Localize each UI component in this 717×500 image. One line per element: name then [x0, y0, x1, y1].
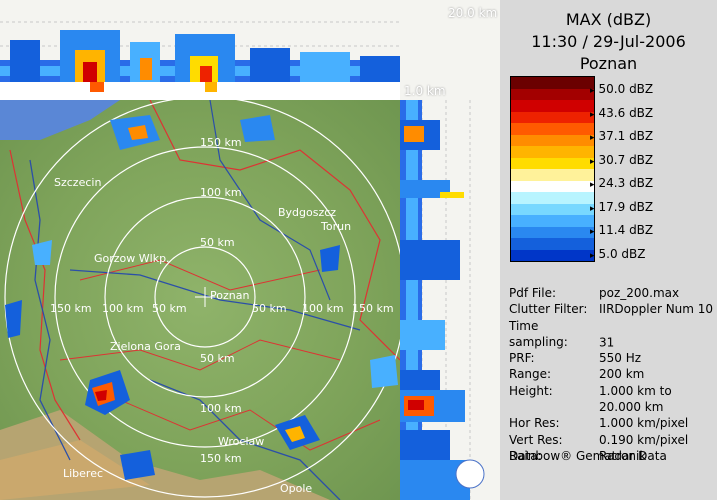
- ring-label-50-top: 50 km: [200, 236, 235, 249]
- legend-swatch: [511, 180, 594, 192]
- legend-swatch: [511, 134, 594, 146]
- city-label-wroclaw: Wroclaw: [218, 435, 265, 448]
- city-label-zielona-gora: Zielona Gora: [110, 340, 181, 353]
- legend-swatch: [511, 146, 594, 158]
- legend-label: 5.0 dBZ: [590, 247, 646, 261]
- legend-label: 24.3 dBZ: [590, 176, 654, 190]
- info-key: Clutter Filter:: [509, 302, 588, 317]
- legend-label: 37.1 dBZ: [590, 129, 654, 143]
- legend-swatch: [511, 77, 594, 89]
- info-key: PRF:: [509, 351, 535, 366]
- info-value: 1.000 km/pixel: [599, 416, 689, 431]
- legend-label: 50.0 dBZ: [590, 82, 654, 96]
- info-key: Range:: [509, 367, 552, 382]
- vendor-label: Rainbow® Gematronik: [509, 449, 647, 463]
- ring-label-100-right: 100 km: [302, 302, 344, 315]
- city-label-szczecin: Szczecin: [54, 176, 102, 189]
- top-cross-section: [0, 0, 400, 100]
- ring-label-100-bottom: 100 km: [200, 402, 242, 415]
- info-row: Clutter Filter: IIRDoppler Num 10: [509, 301, 713, 317]
- ring-label-50-left: 50 km: [152, 302, 187, 315]
- legend-label: 17.9 dBZ: [590, 200, 654, 214]
- datetime: 11:30 / 29-Jul-2006: [531, 32, 686, 51]
- info-value: 1.000 km to: [599, 383, 672, 398]
- info-key: Hor Res:: [509, 416, 560, 431]
- info-value: Radar Data: [599, 448, 667, 463]
- info-key: Height:: [509, 383, 553, 398]
- info-row: Range: 200 km: [509, 366, 713, 382]
- legend-swatch: [511, 215, 594, 227]
- info-row: Hor Res: 1.000 km/pixel: [509, 415, 713, 431]
- legend-swatch: [511, 111, 594, 123]
- ring-label-100-top: 100 km: [200, 186, 242, 199]
- ring-label-150-top: 150 km: [200, 136, 242, 149]
- map-labels: Szczecin Bydgoszcz Torun Gorzow Wlkp. Po…: [0, 100, 400, 500]
- info-value: IIRDoppler Num 10: [599, 302, 714, 317]
- info-value: 550 Hz: [599, 351, 642, 366]
- info-row: 20.000 km: [509, 399, 713, 415]
- site-name: Poznan: [579, 54, 638, 73]
- top-height-label: 20.0 km: [448, 6, 498, 20]
- radar-display: 20.0 km 1.0 km: [0, 0, 500, 500]
- info-key: Time sampling:: [509, 318, 568, 349]
- city-label-bydgoszcz: Bydgoszcz: [278, 206, 337, 219]
- info-row: Data: Radar Data: [509, 448, 713, 464]
- ring-label-50-right: 50 km: [252, 302, 287, 315]
- info-row: Pdf File: poz_200.max: [509, 285, 713, 301]
- ring-label-100-left: 100 km: [102, 302, 144, 315]
- legend-swatch: [511, 203, 594, 215]
- info-value: poz_200.max: [599, 286, 680, 300]
- info-key: Pdf File:: [509, 286, 557, 300]
- legend-swatch: [511, 169, 594, 181]
- legend-swatch: [511, 157, 594, 169]
- info-row: PRF: 550 Hz: [509, 350, 713, 366]
- ring-label-50-bottom: 50 km: [200, 352, 235, 365]
- info-row: Time sampling: 31: [509, 318, 713, 351]
- info-value: 200 km: [599, 367, 645, 382]
- info-row: Height: 1.000 km to: [509, 383, 713, 399]
- right-cross-section: [400, 100, 500, 500]
- legend-swatch: [511, 192, 594, 204]
- city-label-liberec: Liberec: [63, 467, 104, 480]
- info-table: Pdf File: poz_200.max Clutter Filter: IIRDo…: [509, 285, 713, 464]
- legend-label: 11.4 dBZ: [590, 223, 654, 237]
- city-label-poznan: Poznan: [210, 289, 250, 302]
- info-key: Data:: [509, 448, 542, 463]
- city-label-torun: Torun: [321, 220, 352, 233]
- info-value: 31: [599, 334, 615, 349]
- legend-swatch: [511, 238, 594, 250]
- legend-swatch: [511, 100, 594, 112]
- legend-label: 43.6 dBZ: [590, 106, 654, 120]
- info-value: 0.190 km/pixel: [599, 432, 689, 447]
- radar-map: [0, 100, 400, 500]
- legend-label: 30.7 dBZ: [590, 153, 654, 167]
- legend-swatch: [511, 123, 594, 135]
- legend-swatch: [511, 226, 594, 238]
- city-label-gorzow: Gorzow Wlkp.: [94, 252, 170, 265]
- info-key: Vert Res:: [509, 432, 563, 447]
- legend-swatch: [511, 88, 594, 100]
- city-label-opole: Opole: [280, 482, 313, 495]
- product-title: MAX (dBZ): [565, 10, 652, 29]
- ring-label-150-bottom: 150 km: [200, 452, 242, 465]
- color-legend: [510, 76, 595, 262]
- bottom-height-label: 1.0 km: [404, 84, 446, 98]
- info-panel: MAX (dBZ) 11:30 / 29-Jul-2006 Poznan 50.…: [500, 0, 717, 500]
- ring-label-150-left: 150 km: [50, 302, 92, 315]
- legend-swatch: [511, 249, 594, 261]
- info-row: Vert Res: 0.190 km/pixel: [509, 432, 713, 448]
- ring-label-150-right: 150 km: [352, 302, 394, 315]
- info-value: 20.000 km: [599, 400, 664, 415]
